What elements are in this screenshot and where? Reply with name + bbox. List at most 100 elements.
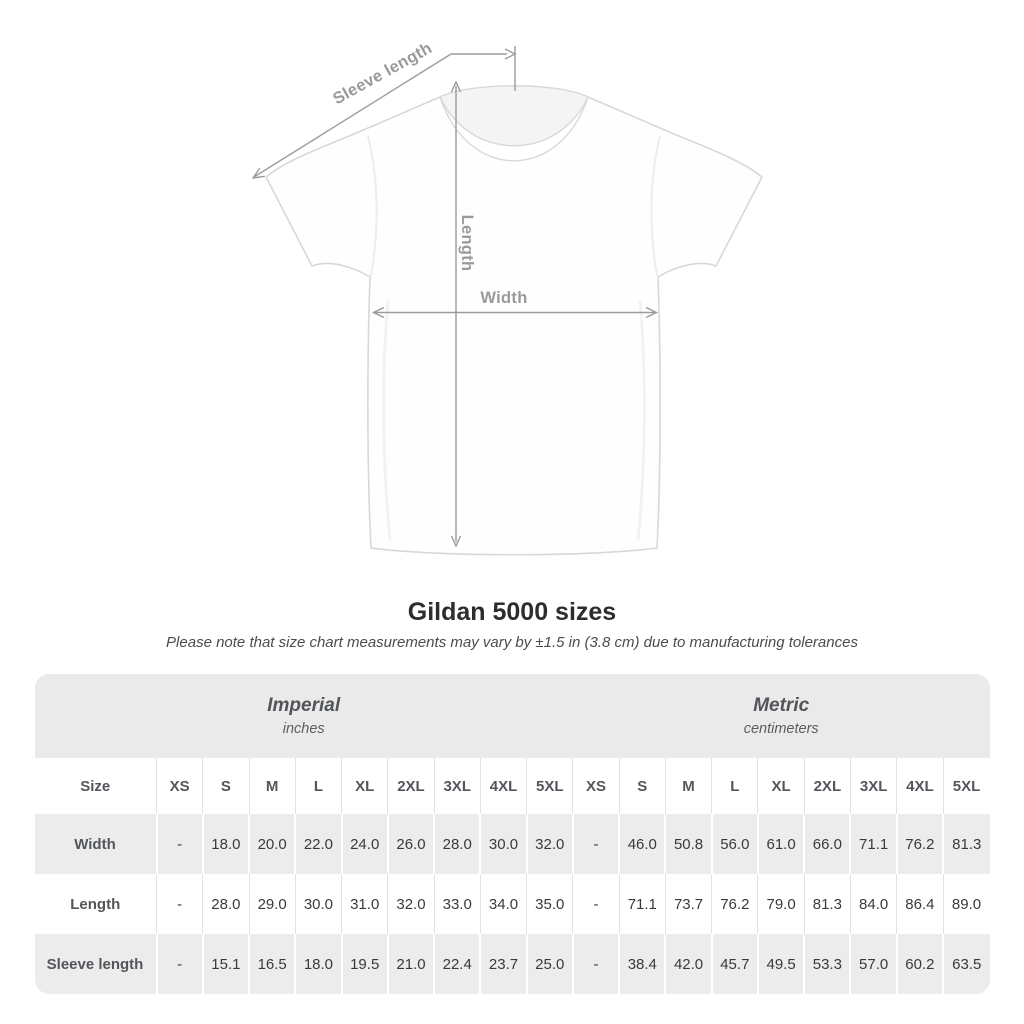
value-cell: 81.3: [942, 814, 990, 874]
value-cell: 30.0: [479, 814, 527, 874]
value-cell: 45.7: [710, 934, 758, 994]
value-cell: 49.5: [756, 934, 805, 994]
value-cell: 71.1: [849, 814, 897, 874]
size-column-header: 2XL: [387, 758, 435, 814]
value-cell: 63.5: [942, 934, 990, 994]
value-cell: -: [155, 934, 203, 994]
value-cell: 28.0: [202, 874, 250, 934]
row-label: Sleeve length: [34, 934, 157, 994]
size-column-header: L: [711, 758, 758, 814]
size-column-header: 3XL: [849, 758, 897, 814]
width-arrow: [371, 306, 659, 319]
value-cell: 26.0: [386, 814, 435, 874]
value-cell: 46.0: [618, 814, 666, 874]
length-arrow: [450, 80, 462, 548]
imperial-unit-label: inches: [282, 721, 325, 737]
value-cell: -: [155, 814, 203, 874]
value-cell: 61.0: [756, 814, 805, 874]
tshirt-collar-band: [439, 96, 589, 162]
size-table: Imperial inches Metric centimeters Size …: [34, 674, 990, 994]
tshirt-figure: Sleeve length Length Width: [251, 39, 763, 556]
value-cell: 86.4: [896, 874, 944, 934]
right-armhole-seam: [650, 135, 661, 277]
size-column-header: XS: [572, 758, 620, 814]
size-column-header: L: [294, 758, 342, 814]
tshirt-outline: [265, 85, 763, 556]
value-cell: 32.0: [387, 874, 435, 934]
value-cell: 57.0: [849, 934, 897, 994]
size-column-header: 4XL: [479, 758, 527, 814]
size-column-header: S: [618, 758, 666, 814]
length-label: Length: [458, 215, 476, 272]
value-cell: 15.1: [201, 934, 250, 994]
size-column-header: 5XL: [526, 758, 573, 814]
metric-label: Metric: [753, 695, 810, 716]
value-cell: 73.7: [664, 874, 712, 934]
row-label: Width: [34, 814, 157, 874]
value-cell: 50.8: [664, 814, 712, 874]
size-column-header: 5XL: [942, 758, 990, 814]
sleeve-length-arrow: [251, 46, 517, 179]
value-cell: 28.0: [433, 814, 481, 874]
size-table-card: Imperial inches Metric centimeters Size …: [34, 674, 990, 994]
value-cell: -: [155, 874, 203, 934]
table-row-length: Length - 28.0 29.0 30.0 31.0 32.0 33.0 3…: [34, 874, 990, 934]
value-cell: 30.0: [294, 874, 342, 934]
value-cell: 42.0: [664, 934, 712, 994]
value-cell: 22.4: [433, 934, 481, 994]
value-cell: -: [571, 814, 620, 874]
value-cell: 34.0: [479, 874, 527, 934]
size-column-header: M: [248, 758, 296, 814]
value-cell: 71.1: [618, 874, 666, 934]
size-column-header: 3XL: [433, 758, 481, 814]
value-cell: 16.5: [248, 934, 296, 994]
size-column-header: 2XL: [803, 758, 851, 814]
value-cell: 18.0: [294, 934, 342, 994]
value-cell: 29.0: [248, 874, 296, 934]
value-cell: 81.3: [803, 874, 851, 934]
value-cell: 23.7: [479, 934, 527, 994]
table-row-width: Width - 18.0 20.0 22.0 24.0 26.0 28.0 30…: [34, 814, 990, 874]
value-cell: 22.0: [294, 814, 342, 874]
right-fold: [636, 299, 646, 541]
value-cell: 25.0: [525, 934, 573, 994]
value-cell: 56.0: [710, 814, 758, 874]
value-cell: 35.0: [526, 874, 573, 934]
table-row-sleeve-length: Sleeve length - 15.1 16.5 18.0 19.5 21.0…: [34, 934, 990, 994]
value-cell: 38.4: [618, 934, 666, 994]
value-cell: 53.3: [803, 934, 851, 994]
size-column-header: XL: [341, 758, 388, 814]
value-cell: 89.0: [942, 874, 990, 934]
imperial-label: Imperial: [267, 695, 341, 716]
tolerance-note: Please note that size chart measurements…: [166, 634, 858, 651]
value-cell: 19.5: [340, 934, 388, 994]
value-cell: 20.0: [248, 814, 296, 874]
value-cell: 76.2: [895, 814, 944, 874]
width-label: Width: [480, 289, 527, 307]
value-cell: 79.0: [757, 874, 805, 934]
value-cell: 33.0: [433, 874, 481, 934]
value-cell: 31.0: [341, 874, 388, 934]
unit-group-header-row: Imperial inches Metric centimeters: [34, 674, 990, 758]
size-column-header: M: [664, 758, 712, 814]
value-cell: 66.0: [803, 814, 851, 874]
value-cell: 60.2: [895, 934, 944, 994]
value-cell: 18.0: [201, 814, 250, 874]
left-fold: [382, 299, 392, 541]
size-column-header: XS: [155, 758, 203, 814]
row-label: Length: [34, 874, 157, 934]
value-cell: -: [572, 874, 620, 934]
left-armhole-seam: [367, 135, 378, 277]
value-cell: 21.0: [386, 934, 435, 994]
value-cell: -: [571, 934, 620, 994]
tshirt-illustration: [265, 85, 763, 556]
tshirt-size-diagram: Sleeve length Length Width: [251, 39, 763, 556]
page-title: Gildan 5000 sizes: [407, 598, 617, 626]
size-column-header: S: [202, 758, 250, 814]
size-header-row: Size XS S M L XL 2XL 3XL 4XL 5XL XS S M …: [34, 758, 990, 814]
size-column-header: 4XL: [896, 758, 944, 814]
value-cell: 84.0: [849, 874, 897, 934]
imperial-group-header: Imperial inches: [34, 674, 573, 758]
metric-group-header: Metric centimeters: [572, 674, 990, 758]
